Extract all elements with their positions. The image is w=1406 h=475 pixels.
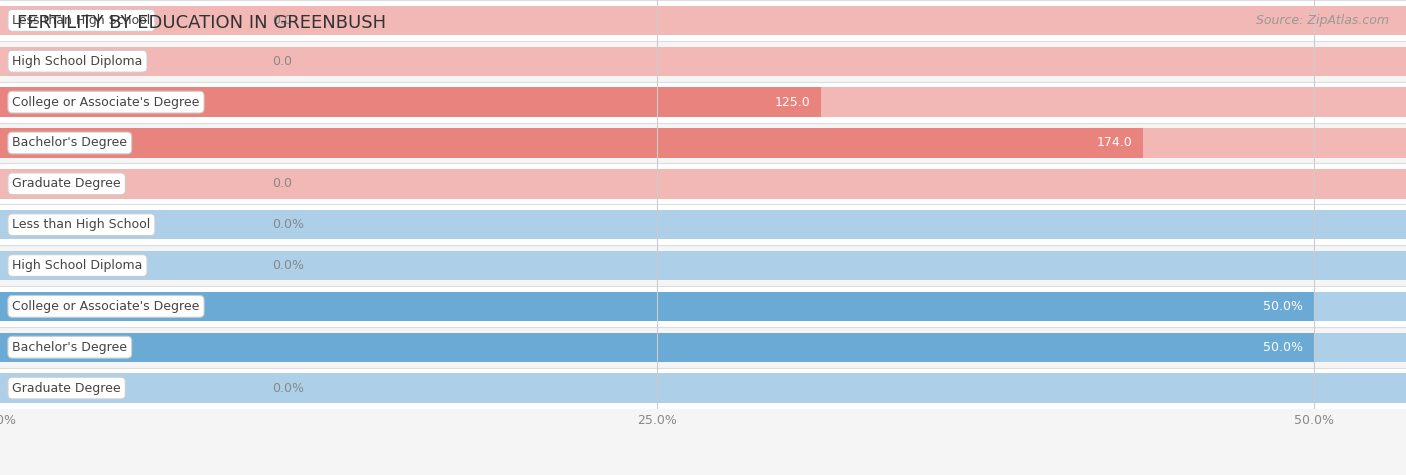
- Bar: [0, 245, 1406, 286]
- Text: FERTILITY BY EDUCATION IN GREENBUSH: FERTILITY BY EDUCATION IN GREENBUSH: [17, 14, 387, 32]
- Text: 125.0: 125.0: [775, 95, 810, 109]
- Bar: [0, 332, 1406, 362]
- Bar: [0, 373, 1406, 403]
- Bar: [0, 0, 1406, 41]
- Text: High School Diploma: High School Diploma: [13, 259, 142, 272]
- Bar: [0, 6, 1406, 35]
- Text: Bachelor's Degree: Bachelor's Degree: [13, 136, 128, 150]
- Text: College or Associate's Degree: College or Associate's Degree: [13, 300, 200, 313]
- Text: High School Diploma: High School Diploma: [13, 55, 142, 68]
- Text: 0.0%: 0.0%: [273, 218, 305, 231]
- Text: 50.0%: 50.0%: [1263, 341, 1303, 354]
- Bar: [0, 82, 1406, 123]
- Text: 0.0%: 0.0%: [273, 381, 305, 395]
- Bar: [0, 87, 1406, 117]
- Bar: [0, 87, 821, 117]
- Text: 174.0: 174.0: [1097, 136, 1132, 150]
- Bar: [0, 292, 1406, 321]
- Text: 0.0: 0.0: [273, 177, 292, 190]
- Bar: [0, 41, 1406, 82]
- Text: College or Associate's Degree: College or Associate's Degree: [13, 95, 200, 109]
- Bar: [0, 169, 1406, 199]
- Bar: [0, 47, 1406, 76]
- Text: Graduate Degree: Graduate Degree: [13, 177, 121, 190]
- Bar: [0, 128, 1406, 158]
- Text: 0.0: 0.0: [273, 55, 292, 68]
- Text: 0.0: 0.0: [273, 14, 292, 27]
- Text: Source: ZipAtlas.com: Source: ZipAtlas.com: [1256, 14, 1389, 27]
- Bar: [0, 251, 1406, 280]
- Text: 50.0%: 50.0%: [1263, 300, 1303, 313]
- Text: Bachelor's Degree: Bachelor's Degree: [13, 341, 128, 354]
- Text: 0.0%: 0.0%: [273, 259, 305, 272]
- Bar: [0, 327, 1406, 368]
- Bar: [0, 128, 1143, 158]
- Bar: [0, 286, 1406, 327]
- Bar: [0, 123, 1406, 163]
- Text: Less than High School: Less than High School: [13, 14, 150, 27]
- Bar: [0, 204, 1406, 245]
- Bar: [0, 210, 1406, 239]
- Bar: [0, 332, 1315, 362]
- Bar: [0, 292, 1315, 321]
- Bar: [0, 163, 1406, 204]
- Text: Graduate Degree: Graduate Degree: [13, 381, 121, 395]
- Text: Less than High School: Less than High School: [13, 218, 150, 231]
- Bar: [0, 368, 1406, 408]
